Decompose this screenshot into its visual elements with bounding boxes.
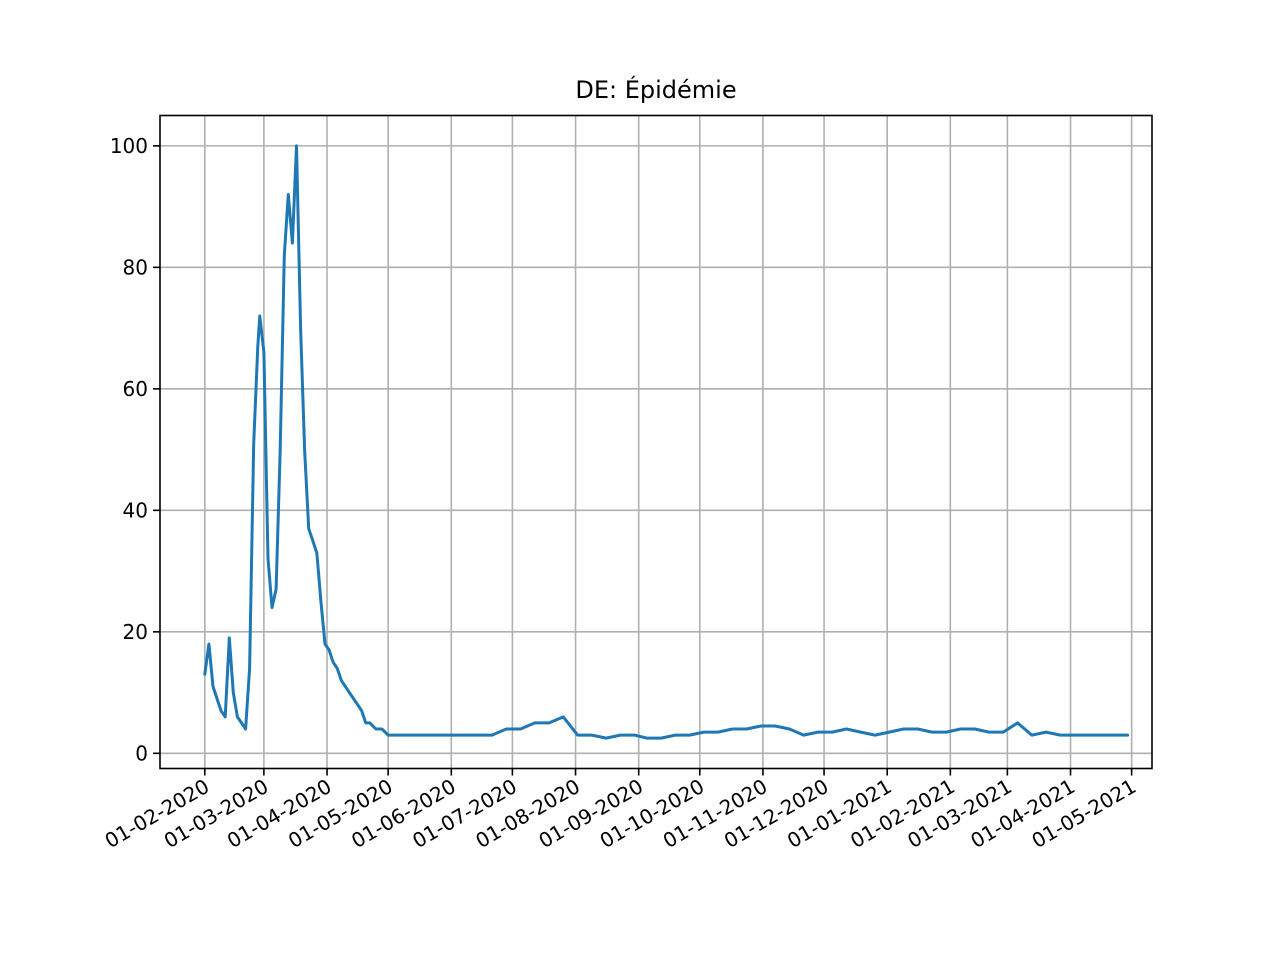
plot-frame: [159, 114, 1153, 770]
y-tick-label: 100: [110, 134, 148, 158]
y-tick-label: 0: [135, 741, 148, 765]
series-line: [203, 144, 1130, 740]
y-tick-label: 20: [123, 620, 148, 644]
grid: [160, 115, 1152, 769]
y-tick-label: 60: [123, 377, 148, 401]
chart-title: DE: Épidémie: [575, 75, 736, 104]
series-layer: [203, 144, 1130, 740]
y-tick-label: 40: [123, 498, 148, 522]
y-tick-label: 80: [123, 255, 148, 279]
